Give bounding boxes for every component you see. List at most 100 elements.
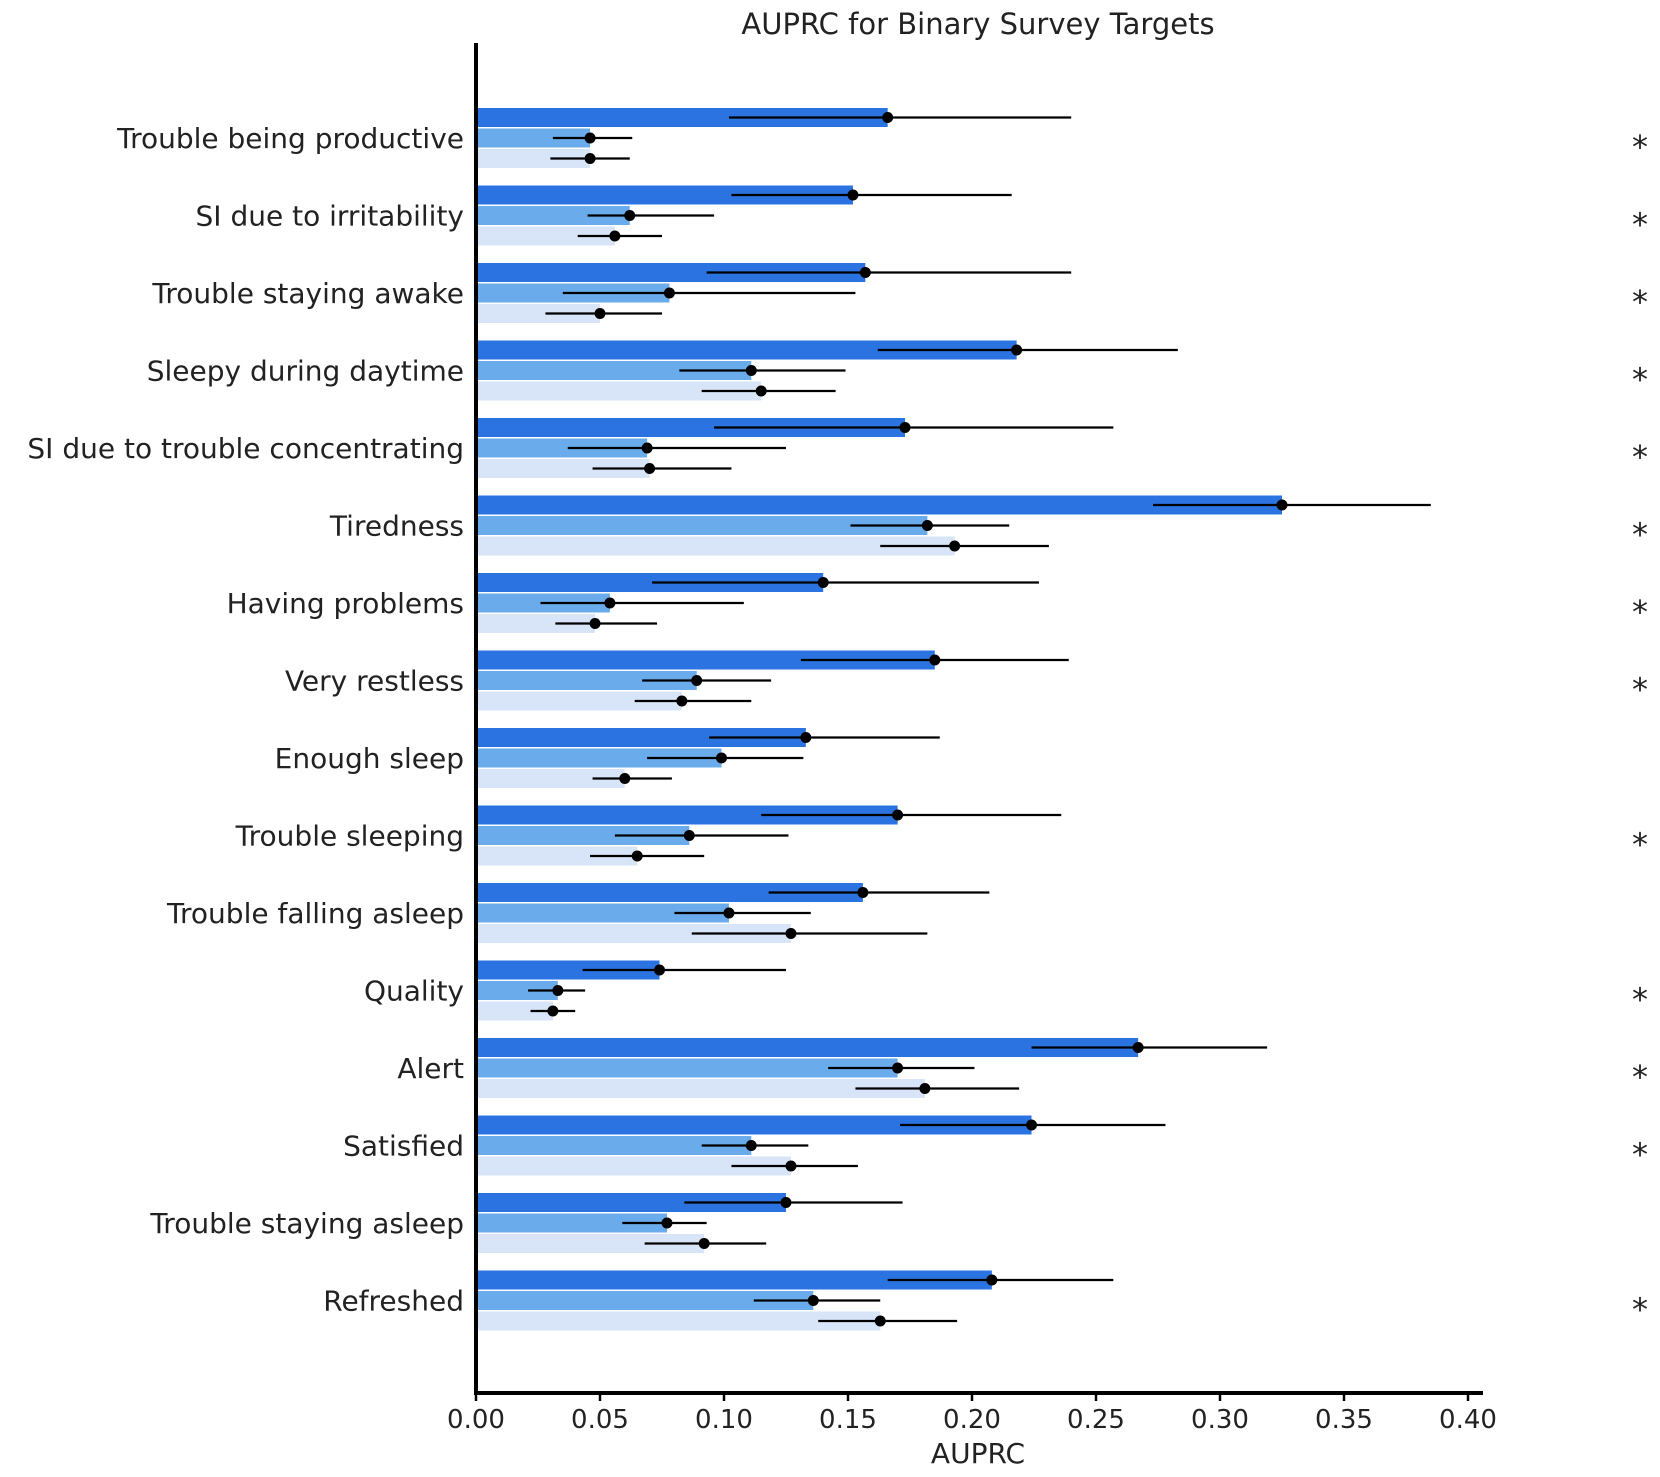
bar-15-1: [476, 1291, 814, 1310]
point-14-2: [698, 1238, 710, 1249]
category-label: SI due to trouble concentrating: [27, 432, 464, 465]
x-tick-label: 0.05: [571, 1405, 629, 1435]
bar-5-0: [476, 495, 1282, 515]
point-4-0: [899, 422, 911, 433]
bar-11-2: [476, 1001, 553, 1021]
point-10-1: [723, 907, 735, 919]
point-13-1: [745, 1140, 757, 1151]
point-4-2: [644, 463, 656, 474]
significance-star: *: [1632, 593, 1648, 631]
x-tick-label: 0.15: [819, 1405, 877, 1435]
point-6-1: [604, 597, 616, 609]
significance-star: *: [1632, 1058, 1648, 1096]
bar-6-2: [476, 614, 596, 633]
point-14-0: [780, 1197, 792, 1208]
bar-9-1: [476, 826, 690, 845]
bar-8-1: [476, 748, 722, 768]
significance-star: *: [1632, 361, 1648, 399]
bar-0-0: [476, 108, 888, 127]
category-label: Sleepy during daytime: [147, 355, 464, 388]
bar-0-2: [476, 149, 591, 168]
point-10-0: [857, 887, 869, 898]
point-9-2: [631, 850, 643, 862]
point-2-1: [663, 287, 675, 299]
point-15-0: [986, 1274, 998, 1286]
bar-11-0: [476, 960, 660, 980]
point-12-2: [919, 1083, 931, 1094]
bar-12-0: [476, 1038, 1139, 1057]
point-0-0: [882, 112, 894, 123]
category-label: Quality: [364, 975, 464, 1008]
category-label: Very restless: [285, 665, 464, 698]
bar-7-2: [476, 691, 682, 711]
point-11-2: [547, 1005, 559, 1017]
x-tick-label: 0.10: [695, 1405, 753, 1435]
bar-15-0: [476, 1270, 992, 1290]
significance-star: *: [1632, 516, 1648, 554]
significance-star: *: [1632, 1291, 1648, 1329]
point-5-0: [1276, 499, 1288, 511]
category-label: Trouble staying awake: [151, 277, 464, 310]
point-0-1: [584, 132, 596, 144]
point-11-0: [654, 964, 666, 976]
significance-star: *: [1632, 826, 1648, 864]
bar-10-0: [476, 883, 863, 902]
bar-7-1: [476, 671, 697, 690]
point-1-0: [847, 189, 859, 201]
bar-9-2: [476, 846, 638, 866]
x-axis-label: AUPRC: [931, 1437, 1025, 1470]
point-3-2: [755, 385, 767, 397]
point-12-0: [1132, 1042, 1144, 1053]
point-8-1: [716, 752, 728, 764]
point-15-1: [807, 1295, 819, 1306]
bar-4-1: [476, 438, 648, 458]
bar-10-1: [476, 903, 729, 923]
significance-star: *: [1632, 981, 1648, 1019]
category-label: Alert: [397, 1052, 464, 1085]
point-1-2: [609, 230, 621, 242]
category-label: Trouble sleeping: [235, 820, 464, 853]
bar-14-1: [476, 1213, 667, 1233]
bar-1-2: [476, 226, 615, 246]
bar-15-2: [476, 1311, 881, 1331]
point-6-2: [589, 618, 601, 629]
point-11-1: [552, 985, 564, 996]
bars-layer: [476, 108, 1282, 1331]
point-9-0: [892, 809, 904, 821]
significance-star: *: [1632, 671, 1648, 709]
x-tick-label: 0.20: [943, 1405, 1001, 1435]
bar-7-0: [476, 650, 935, 670]
bar-14-0: [476, 1193, 786, 1212]
category-label: Refreshed: [323, 1285, 464, 1318]
point-7-0: [929, 654, 941, 666]
category-label: Having problems: [227, 587, 464, 620]
bar-9-0: [476, 805, 898, 825]
bar-8-2: [476, 769, 625, 788]
significance-markers: * * * * * * * * * * * * *: [1632, 128, 1648, 1329]
bar-11-1: [476, 981, 558, 1000]
bar-5-2: [476, 536, 955, 556]
x-tick-label: 0.25: [1067, 1405, 1125, 1435]
bar-6-0: [476, 573, 824, 592]
point-13-0: [1026, 1119, 1038, 1131]
bar-2-0: [476, 263, 866, 282]
x-tick-label: 0.00: [447, 1405, 505, 1435]
category-label: Trouble falling asleep: [166, 897, 464, 930]
point-14-1: [661, 1217, 673, 1229]
point-10-2: [785, 928, 797, 939]
error-bars-layer: [528, 112, 1431, 1327]
point-1-1: [624, 210, 636, 221]
point-0-2: [584, 153, 596, 164]
significance-star: *: [1632, 438, 1648, 476]
bar-4-2: [476, 459, 650, 478]
point-6-0: [817, 577, 829, 588]
bar-0-1: [476, 128, 591, 148]
bar-13-0: [476, 1115, 1032, 1135]
x-ticks: 0.00 0.05 0.10 0.15 0.20 0.25 0.30 0.35 0.40: [447, 1393, 1497, 1435]
point-4-1: [641, 442, 653, 454]
significance-star: *: [1632, 283, 1648, 321]
x-tick-label: 0.30: [1191, 1405, 1249, 1435]
point-7-1: [691, 675, 703, 686]
bar-12-2: [476, 1079, 925, 1098]
category-label: Trouble being productive: [116, 122, 464, 155]
